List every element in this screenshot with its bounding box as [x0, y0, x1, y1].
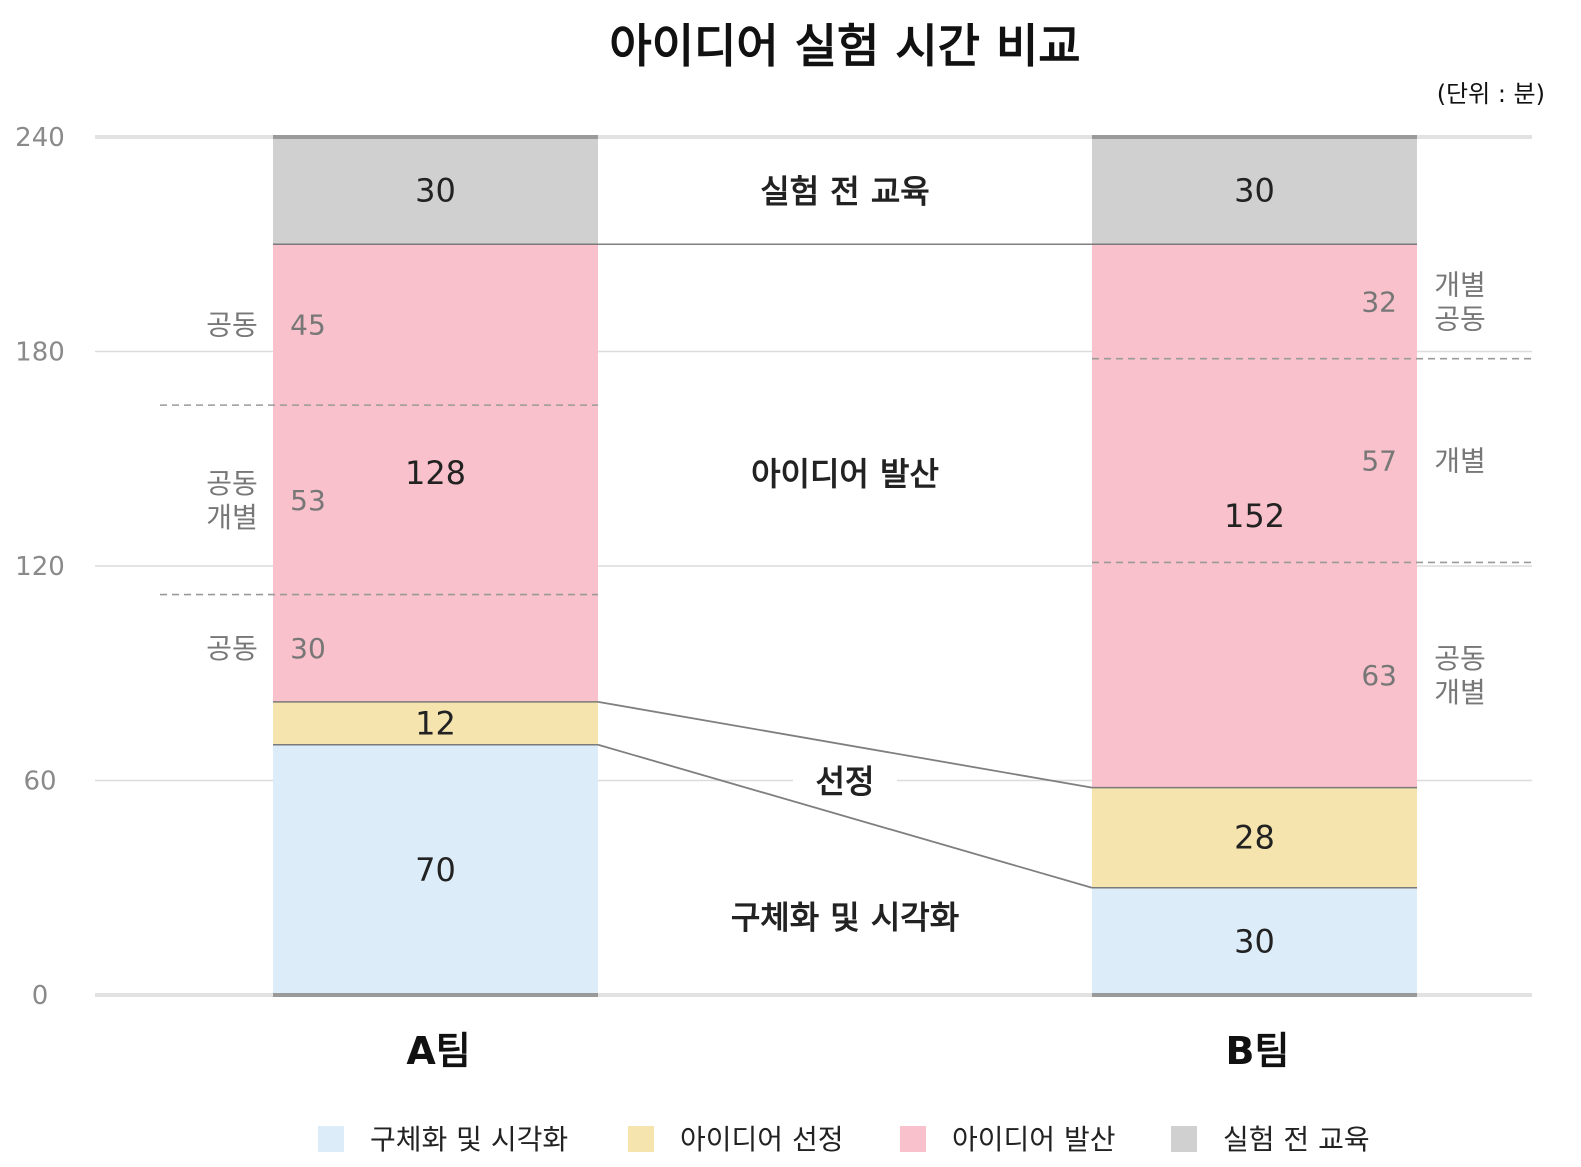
- data-label: 30: [415, 172, 456, 210]
- data-label: 70: [415, 851, 456, 889]
- data-label: 28: [1234, 819, 1275, 857]
- unit-label: (단위 : 분): [1437, 80, 1545, 108]
- data-label: 30: [1234, 172, 1275, 210]
- mode-label: 개별: [206, 501, 258, 534]
- mode-label: 개별: [1434, 676, 1486, 709]
- center-label: 실험 전 교육: [760, 173, 929, 211]
- mode-label: 개별: [1434, 445, 1486, 478]
- label-background: [793, 760, 897, 801]
- legend-swatch: [318, 1126, 344, 1152]
- x-category-label: A팀: [406, 1029, 470, 1073]
- mode-label: 공동: [1434, 302, 1486, 335]
- center-label: 선정: [816, 763, 875, 801]
- legend: 구체화 및 시각화 아이디어 선정 아이디어 발산 실험 전 교육: [318, 1123, 1370, 1156]
- bar-segment: [1092, 887, 1417, 995]
- mode-label: 공동: [206, 632, 258, 665]
- sub-value-label: 45: [290, 309, 326, 342]
- connectors-layer: [160, 243, 1532, 889]
- bar-segment: [1092, 244, 1417, 788]
- mode-label: 개별: [1434, 268, 1486, 301]
- mode-label: 공동: [206, 309, 258, 342]
- center-label: 구체화 및 시각화: [731, 898, 959, 936]
- y-tick-label: 180: [15, 338, 65, 368]
- sub-value-label: 57: [1361, 445, 1397, 478]
- legend-label: 아이디어 발산: [952, 1123, 1115, 1156]
- y-tick-label: 120: [15, 552, 65, 582]
- connector-line: [597, 700, 1093, 789]
- mode-label: 공동: [206, 467, 258, 500]
- bar-segment: [273, 244, 598, 702]
- sub-value-label: 63: [1361, 659, 1397, 692]
- bar-segment: [273, 701, 598, 745]
- data-label: 152: [1224, 497, 1285, 535]
- bars-layer: [273, 135, 1417, 997]
- data-label: 12: [415, 704, 456, 742]
- sub-value-label: 53: [290, 484, 326, 517]
- legend-swatch: [628, 1126, 654, 1152]
- x-category-label: B팀: [1226, 1029, 1290, 1073]
- bar-segment: [1092, 787, 1417, 888]
- y-tick-label: 60: [23, 767, 56, 797]
- chart-title: 아이디어 실험 시간 비교: [609, 19, 1080, 73]
- bar-segment: [1092, 137, 1417, 245]
- legend-swatch: [1171, 1126, 1197, 1152]
- mode-label: 공동: [1434, 642, 1486, 675]
- legend-label: 아이디어 선정: [680, 1123, 843, 1156]
- y-tick-label: 240: [15, 123, 65, 153]
- data-label: 128: [405, 454, 466, 492]
- center-label: 아이디어 발산: [751, 455, 939, 493]
- y-tick-label: 0: [32, 981, 49, 1011]
- bar-segment: [273, 137, 598, 245]
- legend-label: 실험 전 교육: [1223, 1123, 1370, 1156]
- connector-line: [597, 743, 1093, 889]
- legend-label: 구체화 및 시각화: [370, 1123, 568, 1156]
- legend-swatch: [900, 1126, 926, 1152]
- sub-value-label: 30: [290, 632, 326, 665]
- data-label: 30: [1234, 922, 1275, 960]
- sub-value-label: 32: [1361, 285, 1397, 318]
- bar-segment: [273, 744, 598, 995]
